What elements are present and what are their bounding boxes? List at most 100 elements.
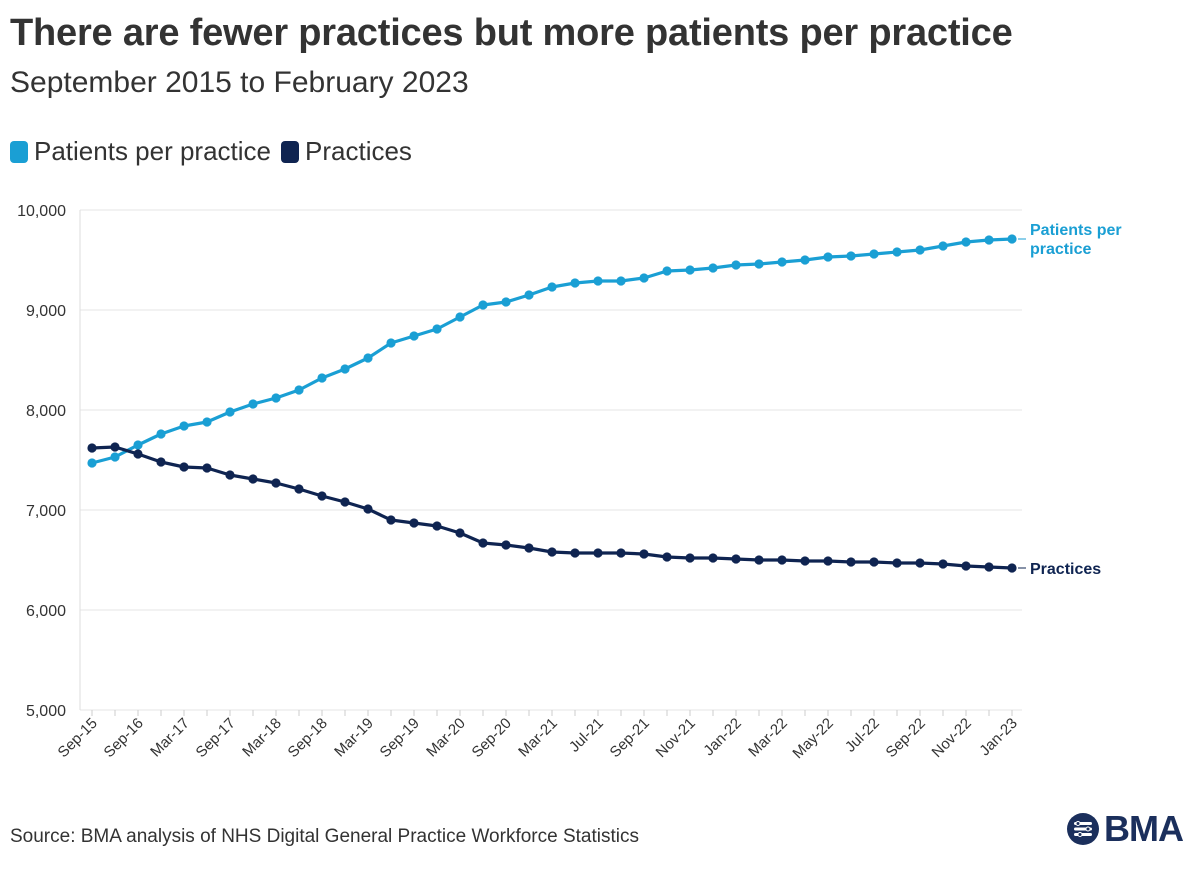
data-point-patients [892, 247, 902, 257]
x-tick-label: Sep-22 [883, 715, 929, 761]
data-point-practices [248, 474, 258, 484]
data-point-patients [777, 257, 787, 267]
series-line-patients [91, 237, 1013, 465]
data-point-practices [685, 553, 695, 563]
data-point-practices [317, 491, 327, 501]
data-point-practices [593, 548, 603, 558]
x-tick-label: Sep-21 [607, 715, 653, 761]
data-point-patients [271, 393, 281, 403]
data-point-practices [869, 557, 879, 567]
data-point-practices [225, 470, 235, 480]
data-point-patients [708, 263, 718, 273]
data-point-patients [87, 458, 97, 468]
data-point-practices [432, 521, 442, 531]
x-tick-label: Jul-22 [842, 715, 883, 756]
x-tick-label: Sep-18 [285, 715, 331, 761]
data-point-practices [777, 555, 787, 565]
source-note: Source: BMA analysis of NHS Digital Gene… [10, 826, 639, 847]
data-point-practices [846, 557, 856, 567]
end-label-patients: Patients per [1030, 222, 1122, 239]
x-tick-label: Mar-21 [515, 715, 561, 761]
x-tick-label: Jan-22 [700, 715, 744, 759]
data-point-patients [524, 290, 534, 300]
data-point-practices [202, 463, 212, 473]
data-point-practices [340, 497, 350, 507]
data-point-practices [179, 462, 189, 472]
data-point-practices [363, 504, 373, 514]
data-point-patients [662, 266, 672, 276]
x-tick-label: Mar-19 [331, 715, 377, 761]
y-tick-label: 7,000 [26, 503, 66, 520]
data-point-patients [248, 399, 258, 409]
data-point-practices [455, 528, 465, 538]
x-tick-label: Sep-17 [193, 715, 239, 761]
y-tick-label: 10,000 [17, 203, 66, 220]
data-point-patients [225, 407, 235, 417]
x-tick-label: Nov-22 [929, 715, 975, 761]
x-tick-label: Mar-18 [239, 715, 285, 761]
data-point-practices [570, 548, 580, 558]
data-point-practices [731, 554, 741, 564]
data-point-practices [616, 548, 626, 558]
data-point-practices [892, 558, 902, 568]
y-tick-label: 6,000 [26, 603, 66, 620]
x-tick-label: Sep-15 [55, 715, 101, 761]
x-tick-label: Jan-23 [976, 715, 1020, 759]
data-point-practices [823, 556, 833, 566]
data-point-practices [110, 442, 120, 452]
data-point-practices [271, 478, 281, 488]
data-point-practices [87, 443, 97, 453]
data-point-patients [455, 312, 465, 322]
y-tick-label: 9,000 [26, 303, 66, 320]
bma-logo-icon [1067, 813, 1099, 845]
legend-item-patients[interactable]: Patients per practice [10, 136, 271, 167]
data-point-patients [363, 353, 373, 363]
x-tick-label: Mar-17 [147, 715, 193, 761]
chart-subtitle: September 2015 to February 2023 [10, 66, 469, 99]
data-point-patients [984, 235, 994, 245]
x-tick-label: May-22 [789, 715, 836, 762]
data-point-practices [294, 484, 304, 494]
data-point-patients [501, 297, 511, 307]
data-point-patients [133, 440, 143, 450]
x-tick-label: Mar-22 [745, 715, 791, 761]
x-tick-label: Mar-20 [423, 715, 469, 761]
x-tick-label: Sep-19 [377, 715, 423, 761]
data-point-practices [133, 449, 143, 459]
data-point-patients [616, 276, 626, 286]
data-point-practices [409, 518, 419, 528]
data-point-practices [938, 559, 948, 569]
data-point-patients [294, 385, 304, 395]
data-point-practices [800, 556, 810, 566]
data-point-practices [708, 553, 718, 563]
data-point-practices [478, 538, 488, 548]
legend-label-practices: Practices [305, 136, 412, 166]
data-point-patients [800, 255, 810, 265]
legend-label-patients: Patients per practice [34, 136, 272, 166]
legend-item-practices[interactable]: Practices [281, 136, 412, 167]
data-point-practices [754, 555, 764, 565]
data-point-practices [1007, 563, 1017, 573]
data-point-patients [1007, 234, 1017, 244]
data-point-patients [869, 249, 879, 259]
data-point-practices [984, 562, 994, 572]
data-point-patients [340, 364, 350, 374]
y-tick-label: 5,000 [26, 703, 66, 720]
data-point-patients [754, 259, 764, 269]
data-point-practices [156, 457, 166, 467]
legend-swatch-patients [10, 140, 28, 163]
data-point-patients [938, 241, 948, 251]
data-point-practices [386, 515, 396, 525]
data-point-patients [915, 245, 925, 255]
data-point-practices [524, 543, 534, 553]
data-point-patients [409, 331, 419, 341]
data-point-patients [846, 251, 856, 261]
data-point-patients [547, 282, 557, 292]
data-point-practices [662, 552, 672, 562]
data-point-patients [639, 273, 649, 283]
bma-logo-text: BMA [1104, 808, 1184, 849]
x-tick-label: Jul-21 [566, 715, 607, 756]
data-point-patients [685, 265, 695, 275]
end-label-practices: Practices [1030, 561, 1101, 578]
